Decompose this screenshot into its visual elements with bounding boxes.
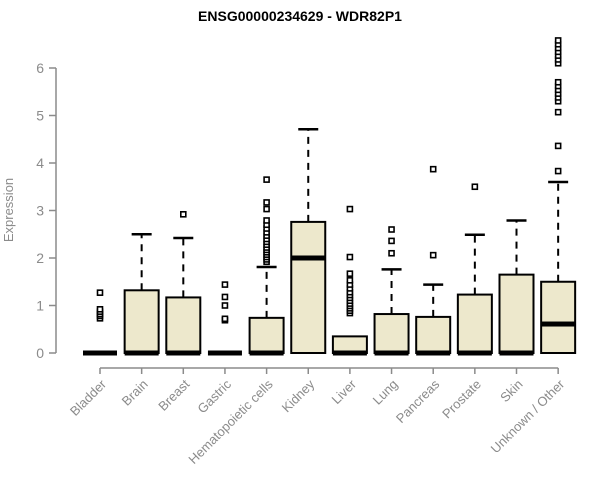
box-group-kidney: [290, 128, 327, 354]
box-group-lung: [373, 226, 410, 356]
x-tick-label: Pancreas: [393, 376, 443, 426]
box-rect: [415, 315, 452, 354]
outlier-point: [388, 249, 395, 257]
box-group-gastric: [207, 281, 242, 356]
outlier-point: [221, 293, 229, 301]
y-tick-label: 0: [36, 345, 44, 361]
x-tick-label: Liver: [328, 376, 359, 407]
outlier-point: [96, 289, 104, 296]
box-group-liver: [331, 205, 368, 356]
y-tick-label: 6: [36, 60, 44, 76]
outlier-point: [429, 251, 437, 259]
box-group-unknown-other: [540, 37, 577, 354]
outlier-point: [554, 167, 562, 175]
outlier-point: [388, 226, 395, 233]
box-group-pancreas: [415, 165, 452, 356]
median-line: [207, 350, 242, 356]
outlier-point: [346, 277, 354, 284]
median-line: [166, 350, 201, 356]
outlier-point: [221, 302, 229, 309]
box-rect: [540, 280, 577, 354]
box-rect: [123, 289, 160, 354]
outlier-point: [263, 205, 270, 213]
y-tick-label: 5: [36, 108, 44, 124]
box-rect: [498, 273, 535, 354]
y-axis-title: Expression: [1, 178, 16, 242]
x-tick-label: Kidney: [279, 376, 318, 415]
box-rect: [165, 296, 202, 354]
outlier-point: [346, 253, 354, 261]
box-group-bladder: [83, 289, 117, 356]
outlier-point: [263, 217, 270, 224]
outlier-point: [554, 108, 562, 116]
median-line: [374, 350, 409, 356]
x-tick-label: Prostate: [439, 377, 484, 422]
median-line: [291, 255, 326, 261]
outlier-point: [96, 305, 104, 313]
y-tick-label: 1: [36, 298, 44, 314]
outlier-point: [221, 315, 229, 323]
y-tick-label: 4: [36, 155, 44, 171]
median-line: [457, 350, 492, 356]
x-tick-label: Unknown / Other: [488, 376, 568, 456]
y-tick-label: 2: [36, 250, 44, 266]
box-group-skin: [498, 219, 535, 356]
outlier-point: [554, 142, 562, 150]
chart-title: ENSG00000234629 - WDR82P1: [198, 8, 402, 24]
box-rect: [373, 313, 410, 354]
x-tick-label: Bladder: [67, 376, 110, 419]
median-line: [83, 350, 117, 356]
median-line: [416, 350, 451, 356]
outlier-point: [554, 37, 562, 44]
median-line: [124, 350, 159, 356]
box-group-brain: [123, 233, 160, 356]
outlier-point: [554, 78, 562, 86]
x-tick-label: Skin: [497, 377, 525, 405]
outlier-point: [180, 211, 187, 218]
median-line: [332, 350, 367, 356]
box-group-prostate: [456, 183, 493, 356]
x-tick-label: Gastric: [194, 376, 234, 416]
box-rect: [248, 316, 285, 355]
box-group-breast: [165, 211, 202, 356]
outlier-point: [346, 205, 354, 213]
outlier-point: [471, 183, 479, 191]
box-rect: [290, 220, 327, 354]
outlier-point: [263, 199, 270, 206]
outlier-point: [429, 165, 437, 173]
outlier-point: [388, 237, 395, 245]
outlier-point: [221, 281, 229, 288]
median-line: [499, 350, 534, 356]
median-line: [249, 350, 284, 356]
x-tick-label: Brain: [119, 377, 151, 409]
box-rect: [456, 293, 493, 355]
median-line: [541, 321, 576, 327]
x-tick-label: Lung: [370, 377, 401, 408]
x-tick-label: Breast: [155, 376, 192, 413]
y-tick-label: 3: [36, 203, 44, 219]
outlier-point: [346, 270, 354, 277]
outlier-point: [263, 176, 270, 183]
box-group-hematopoietic-cells: [248, 176, 285, 356]
